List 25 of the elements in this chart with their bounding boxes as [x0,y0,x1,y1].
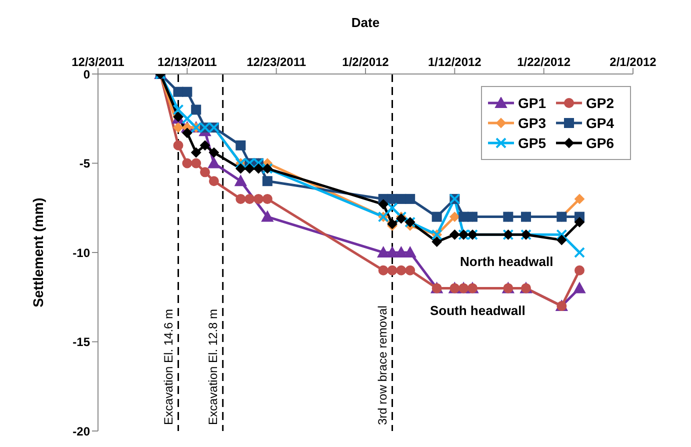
annotation: South headwall [430,303,526,318]
y-tick-label: -10 [72,246,90,260]
legend-label: GP1 [518,95,546,111]
legend-label: GP6 [586,135,614,151]
x-tick-label: 2/1/2012 [610,55,657,69]
legend-label: GP2 [586,95,614,111]
x-tick-label: 1/22/2012 [517,55,571,69]
y-tick-label: -5 [79,156,90,171]
ref-line-label: 3rd row brace removal [375,306,390,425]
legend-label: GP5 [518,135,546,151]
x-tick-label: 1/2/2012 [342,55,390,69]
x-tick-label: 12/3/2011 [72,55,125,69]
y-axis-title: Settlement (mm) [30,198,46,308]
y-tick-label: 0 [83,67,90,82]
y-tick-label: -20 [72,424,90,438]
ref-line-label: Excavation El. 14.6 m [161,308,176,425]
x-axis-title: Date [351,15,380,30]
x-tick-label: 12/23/2011 [246,55,306,69]
x-tick-label: 1/12/2012 [428,55,482,69]
ref-line-label: Excavation El. 12.8 m [206,308,220,425]
annotation: North headwall [460,254,554,269]
x-tick-label: 12/13/2011 [157,55,218,69]
y-tick-label: -15 [72,335,90,350]
legend-label: GP4 [586,115,614,131]
legend-label: GP3 [518,115,546,131]
